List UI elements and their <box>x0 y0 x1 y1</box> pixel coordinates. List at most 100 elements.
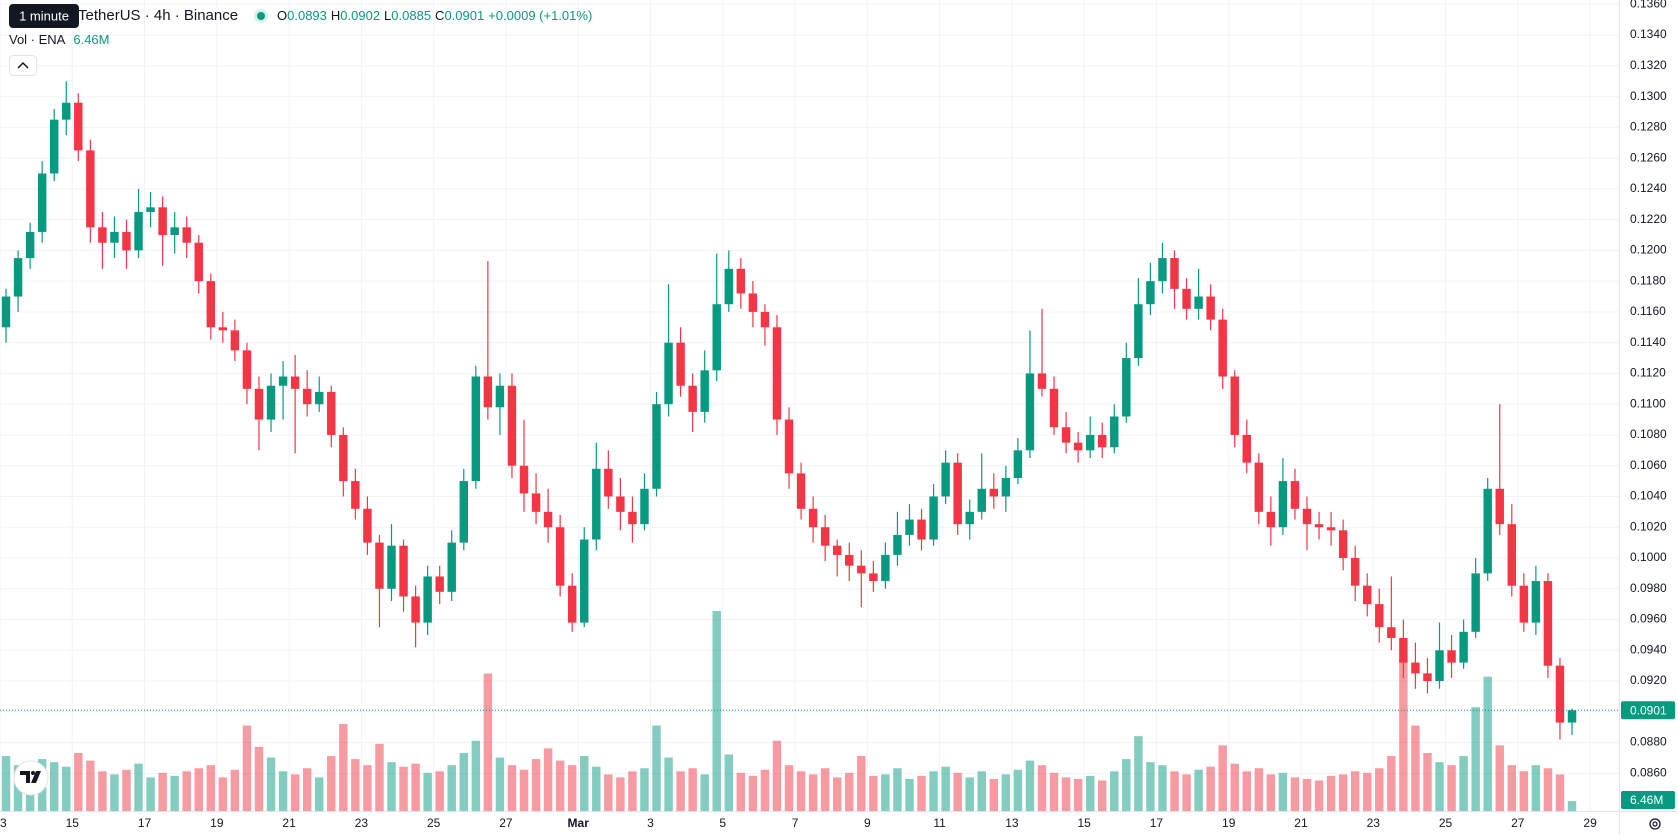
volume-bar <box>1459 756 1468 811</box>
x-tick-label: 21 <box>1294 816 1308 830</box>
volume-bar <box>351 759 360 811</box>
y-tick-label: 0.1160 <box>1630 304 1666 318</box>
volume-bar <box>1278 772 1288 811</box>
x-tick-label: 23 <box>355 816 369 830</box>
volume-bar <box>86 760 95 811</box>
settings-icon[interactable] <box>1649 818 1661 830</box>
candle-body <box>459 481 468 543</box>
volume-bar <box>1314 780 1324 811</box>
candle-body <box>1302 508 1312 525</box>
x-tick-label: 5 <box>719 816 726 830</box>
volume-bar <box>676 771 685 811</box>
y-tick-label: 0.1260 <box>1630 150 1667 164</box>
volume-bar <box>242 725 252 811</box>
y-tick-label: 0.1140 <box>1630 335 1666 349</box>
volume-bar <box>1555 774 1565 811</box>
volume-bar <box>399 766 408 811</box>
volume-bar <box>1350 771 1360 811</box>
grid <box>0 0 1619 811</box>
candle-body <box>1350 557 1360 586</box>
volume-bar <box>1 756 11 811</box>
volume-bar <box>796 771 806 811</box>
volume-label: 6.46M <box>1630 793 1663 807</box>
x-tick-label: 13 <box>0 816 7 830</box>
change: +0.0009 (+1.01%) <box>488 8 592 23</box>
volume-bar <box>1025 760 1035 811</box>
volume-bar <box>736 772 746 811</box>
y-tick-label: 0.1020 <box>1630 519 1667 533</box>
candle-body <box>640 488 649 525</box>
volume-bar <box>953 772 962 811</box>
candle-body <box>905 519 914 535</box>
candle-body <box>616 496 625 512</box>
volume-bar <box>387 762 396 811</box>
candle-body <box>1411 662 1420 674</box>
x-tick-label: 7 <box>792 816 799 830</box>
candle-body <box>158 207 167 236</box>
candle-body <box>820 527 830 546</box>
volume-bar <box>194 768 203 811</box>
price-label-box <box>1621 701 1675 720</box>
candle-body <box>1266 511 1276 528</box>
x-tick-label: 25 <box>427 816 441 830</box>
chevron-icon <box>17 61 29 69</box>
candle-body <box>1013 450 1023 479</box>
candle-body <box>1459 631 1468 663</box>
candle-body <box>580 539 589 623</box>
x-tick-label: Mar <box>568 816 590 830</box>
candle-body <box>1025 373 1035 451</box>
label: C <box>435 8 444 23</box>
candle-body <box>1085 434 1095 451</box>
x-tick-label: 3 <box>647 816 654 830</box>
y-tick-label: 0.1320 <box>1630 58 1667 72</box>
x-tick-label: 27 <box>499 816 513 830</box>
volume-bar <box>1338 774 1348 811</box>
volume-bar <box>218 777 228 811</box>
candle-body <box>543 511 553 528</box>
volume-bar <box>580 756 589 811</box>
candle-body <box>1218 319 1227 377</box>
volume-bar <box>1085 775 1095 811</box>
volume-bar <box>664 757 673 811</box>
candle-body <box>724 268 734 305</box>
volume-bar <box>254 746 264 811</box>
volume-bar <box>1242 771 1251 811</box>
y-tick-label: 0.1360 <box>1630 0 1667 10</box>
candle-body <box>604 468 613 497</box>
volume-bar <box>784 765 794 811</box>
candle-body <box>1037 373 1047 389</box>
candle-body <box>315 391 324 405</box>
candle-body <box>1375 604 1384 628</box>
volume-bar <box>688 768 697 811</box>
collapse-button[interactable] <box>9 55 37 76</box>
volume-bar <box>1110 771 1119 811</box>
candle-body <box>555 527 565 586</box>
candle-body <box>37 173 47 232</box>
value: 0.0893 <box>287 8 327 23</box>
volume-bar <box>134 763 143 811</box>
label: O <box>277 8 287 23</box>
y-tick-label: 0.0880 <box>1630 735 1667 749</box>
volume-bar <box>531 759 541 811</box>
volume-bar <box>122 769 131 811</box>
volume-bar <box>893 768 902 811</box>
volume-bar <box>495 757 505 811</box>
candle-body <box>146 207 155 212</box>
y-tick-label: 0.0920 <box>1630 673 1667 687</box>
x-tick-label: 13 <box>1005 816 1019 830</box>
candle-body <box>122 231 131 251</box>
volume-bar <box>1567 801 1577 811</box>
candle-body <box>1230 376 1239 435</box>
volume-bar <box>1326 775 1336 811</box>
candle-body <box>1242 434 1251 463</box>
candle-body <box>808 508 818 528</box>
volume-bar <box>1435 762 1444 811</box>
candle-body <box>1387 627 1396 638</box>
candle-body <box>1399 637 1408 663</box>
volume-bar <box>712 611 721 811</box>
volume-legend: Vol · ENA 6.46M <box>9 32 110 47</box>
label: L <box>384 8 391 23</box>
y-tick-label: 0.1060 <box>1630 458 1667 472</box>
value: 0.0885 <box>391 8 431 23</box>
value: 0.0901 <box>444 8 484 23</box>
